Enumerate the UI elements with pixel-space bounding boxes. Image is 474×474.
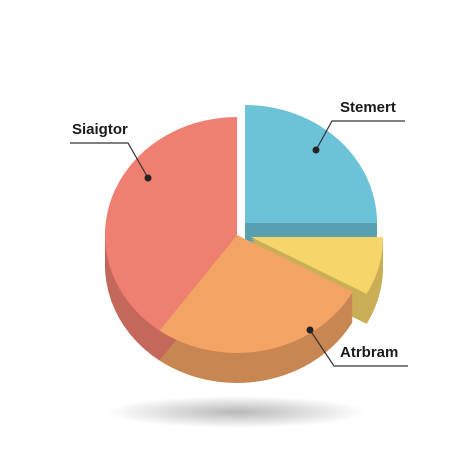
leader-line: [315, 120, 405, 151]
leader-dot: [312, 146, 320, 154]
leader-line: [309, 329, 408, 367]
labels: Stemert Atrbram Siaigtor: [70, 99, 408, 367]
slice-label: Siaigtor: [72, 121, 128, 138]
slice-label: Atrbram: [340, 344, 398, 361]
shadow: [107, 396, 367, 428]
slice: [104, 117, 237, 331]
slice-label: Stemert: [340, 99, 396, 116]
leader-line: [70, 142, 149, 179]
slice: [245, 105, 377, 223]
pie-tops: [104, 105, 383, 353]
leader-dot: [144, 174, 152, 182]
slice: [159, 235, 353, 353]
slice: [251, 237, 383, 294]
leader-dot: [306, 326, 314, 334]
